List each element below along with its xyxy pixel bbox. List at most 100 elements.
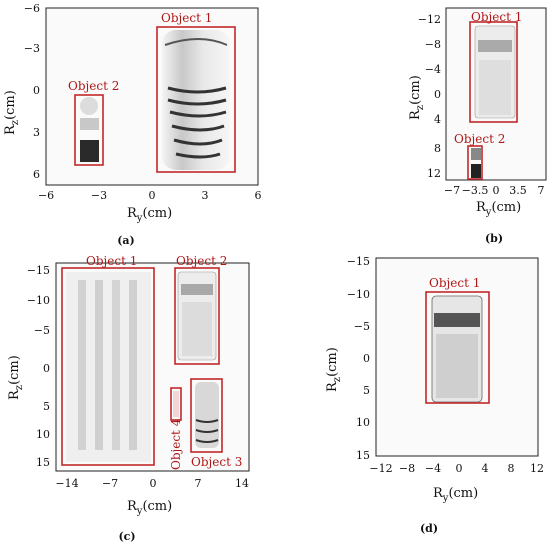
panel-d-calculator-image (431, 295, 483, 403)
panel-d-object-1-label: Object 1 (429, 276, 480, 290)
panel-a-y-ticks: −6 −3 0 3 6 (24, 2, 40, 181)
panel-c-object-1-label: Object 1 (86, 254, 137, 268)
panel-b-xlabel: Ry(cm) (476, 200, 521, 218)
panel-d-ytick: 5 (363, 384, 370, 397)
panel-b-calculator-image (474, 25, 516, 119)
panel-c-large-object-image (66, 272, 151, 462)
panel-b-xtick: 0 (493, 184, 500, 197)
panel-d-xtick: −4 (425, 462, 441, 475)
panel-d-xtick: 4 (482, 462, 489, 475)
panel-c-ytick: 10 (36, 428, 50, 441)
panel-c-ytick: 5 (43, 400, 50, 413)
panel-d-xtick: −8 (399, 462, 415, 475)
panel-c-ytick: −5 (34, 324, 50, 337)
panel-a-ytick: 6 (33, 168, 40, 181)
panel-c-ytick: −10 (27, 294, 50, 307)
panel-d: Object 1 −12 −8 −4 0 4 8 12 −15 −10 −5 0… (325, 255, 544, 535)
panel-b-ylabel: Rz(cm) (408, 75, 426, 120)
panel-a-xtick: 6 (255, 189, 262, 202)
panel-c-ytick: 15 (36, 456, 50, 469)
panel-b-object-1-box (469, 21, 518, 123)
panel-c-y-ticks: −15 −10 −5 0 5 10 15 (27, 264, 50, 469)
panel-b-object-1-label: Object 1 (471, 10, 522, 24)
panel-d-ytick: 10 (356, 416, 370, 429)
panel-c-object-2-box (174, 267, 220, 365)
panel-a-object-1-label: Object 1 (161, 11, 212, 25)
panel-d-xtick: 12 (530, 462, 544, 475)
panel-d-xtick: 8 (508, 462, 515, 475)
panel-b-ytick: 4 (434, 113, 441, 126)
panel-b-ytick: −8 (425, 38, 441, 51)
panel-c-ytick: −15 (27, 264, 50, 277)
panel-b-xtick: 3.5 (509, 184, 527, 197)
panel-c-calculator-image (177, 271, 217, 361)
panel-a-ytick: −3 (24, 42, 40, 55)
panel-b-ytick: 8 (434, 142, 441, 155)
panel-c-ytick: 0 (43, 362, 50, 375)
panel-c-object-3-label: Object 3 (191, 455, 242, 469)
panel-b-y-ticks: −12 −8 −4 0 4 8 12 (418, 13, 441, 180)
panel-c-bottle-image (195, 382, 219, 448)
panel-a-small-object-image (80, 97, 99, 162)
panel-d-ytick: 0 (363, 352, 370, 365)
panel-b-xtick: 7 (538, 184, 545, 197)
panel-a-ytick: 3 (33, 126, 40, 139)
panel-c: Object 1 Object 2 Object 3 Object 4 −14 … (7, 254, 250, 543)
panel-d-object-1-box (425, 291, 490, 404)
panel-a-ylabel: Rz(cm) (3, 90, 21, 135)
panel-d-xtick: −12 (369, 462, 392, 475)
panel-d-caption: (d) (420, 522, 438, 535)
panel-a-object-2-label: Object 2 (68, 79, 119, 93)
panel-c-xtick: 0 (150, 477, 157, 490)
panel-c-xtick: 7 (195, 477, 202, 490)
panel-a-caption: (a) (117, 234, 135, 247)
panel-a-xtick: 0 (149, 189, 156, 202)
panel-b-small-object-image (471, 148, 481, 178)
panel-d-x-ticks: −12 −8 −4 0 4 8 12 (369, 462, 544, 475)
panel-c-xtick: −7 (102, 477, 118, 490)
panel-d-xtick: 0 (456, 462, 463, 475)
panel-c-ylabel: Rz(cm) (7, 355, 25, 400)
panel-a: Object 1 Object 2 −6 −3 0 3 6 −6 −3 0 3 … (3, 2, 262, 247)
panel-d-xlabel: Ry(cm) (433, 486, 478, 504)
panel-d-ytick: 15 (356, 449, 370, 462)
panel-b-object-2-label: Object 2 (454, 132, 505, 146)
panel-c-x-ticks: −14 −7 0 7 14 (55, 477, 249, 490)
panel-a-bottle-image (162, 30, 230, 170)
panel-c-xtick: −14 (55, 477, 78, 490)
panel-a-x-ticks: −6 −3 0 3 6 (38, 189, 262, 202)
panel-c-object-4-label: Object 4 (169, 418, 183, 470)
panel-b: Object 1 Object 2 −7 −3.5 0 3.5 7 −12 −8… (408, 7, 547, 245)
panel-d-ytick: −15 (347, 255, 370, 268)
panel-d-ylabel: Rz(cm) (325, 347, 343, 392)
panel-a-xtick: −3 (91, 189, 107, 202)
panel-c-caption: (c) (118, 530, 135, 543)
panel-c-xlabel: Ry(cm) (127, 499, 172, 517)
panel-b-ytick: −12 (418, 13, 441, 26)
panel-d-ytick: −5 (354, 320, 370, 333)
panel-a-object-2-box (74, 94, 104, 166)
panel-b-ytick: −4 (425, 63, 441, 76)
panel-d-y-ticks: −15 −10 −5 0 5 10 15 (347, 255, 370, 462)
panel-b-ytick: 12 (427, 167, 441, 180)
panel-a-ytick: −6 (24, 2, 40, 15)
panel-a-xtick: −6 (38, 189, 54, 202)
panel-a-xlabel: Ry(cm) (127, 206, 172, 224)
panel-b-xtick: −3.5 (462, 184, 489, 197)
panel-a-object-1-box (156, 26, 236, 173)
panel-c-object-2-label: Object 2 (176, 254, 227, 268)
panel-b-object-2-box (467, 145, 483, 180)
panel-d-plot-area (375, 257, 539, 457)
panel-c-object-4-box (170, 387, 182, 421)
panel-c-xtick: 14 (235, 477, 249, 490)
panel-a-xtick: 3 (202, 189, 209, 202)
panel-c-object-1-box (61, 267, 155, 466)
panel-c-object-3-box (190, 378, 223, 453)
panel-b-caption: (b) (485, 232, 503, 245)
panel-a-ytick: 0 (33, 84, 40, 97)
panel-d-ytick: −10 (347, 288, 370, 301)
panel-c-small-object-image (173, 391, 179, 417)
panel-b-x-ticks: −7 −3.5 0 3.5 7 (444, 184, 545, 197)
panel-b-ytick: 0 (434, 88, 441, 101)
